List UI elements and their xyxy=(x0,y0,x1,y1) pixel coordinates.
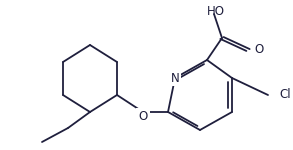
Text: O: O xyxy=(255,44,264,57)
Text: N: N xyxy=(171,72,179,84)
Text: O: O xyxy=(138,110,148,123)
Text: HO: HO xyxy=(207,5,225,18)
Text: Cl: Cl xyxy=(279,88,291,102)
